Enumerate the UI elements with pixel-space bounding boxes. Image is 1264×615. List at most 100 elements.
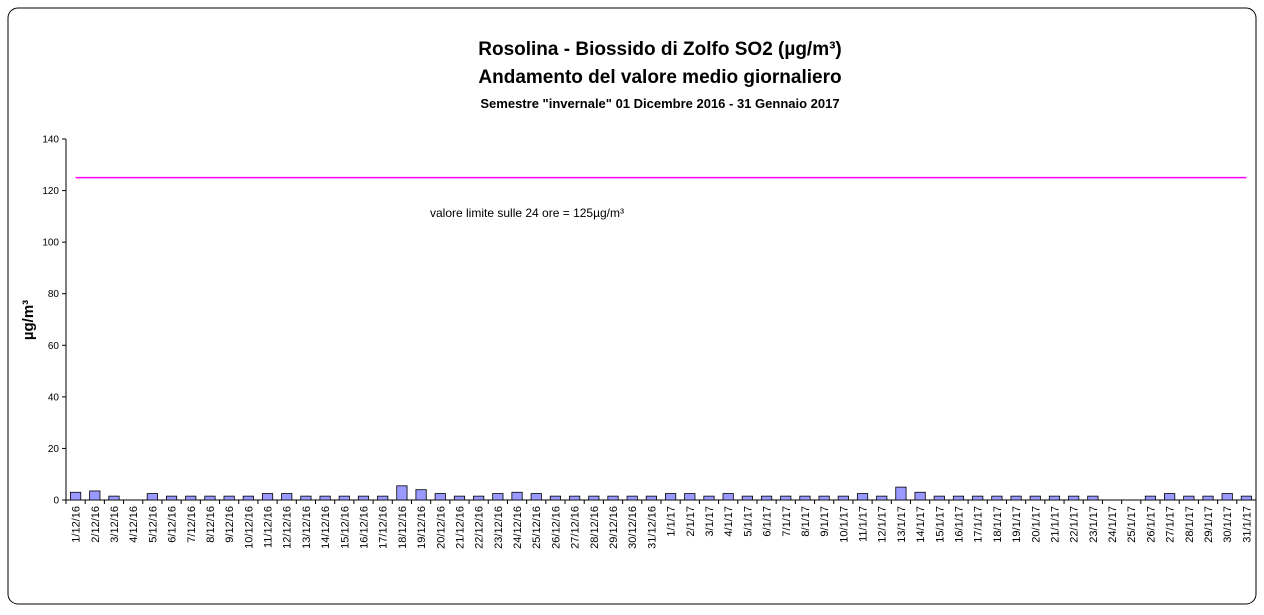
x-tick-label: 29/12/16 bbox=[608, 506, 620, 549]
bar bbox=[722, 493, 734, 501]
x-tick-label: 21/1/17 bbox=[1049, 506, 1061, 543]
x-tick-label: 17/1/17 bbox=[973, 506, 985, 543]
x-tick-label: 6/12/16 bbox=[167, 506, 179, 543]
bar bbox=[895, 486, 907, 501]
y-tick-label: 100 bbox=[42, 238, 59, 249]
x-tick-label: 18/12/16 bbox=[397, 506, 409, 549]
bar bbox=[1029, 495, 1041, 501]
bar bbox=[511, 491, 523, 501]
bar bbox=[1048, 495, 1061, 501]
x-tick-label: 12/12/16 bbox=[282, 506, 294, 549]
x-tick-label: 20/1/17 bbox=[1030, 506, 1042, 543]
x-tick-label: 3/12/16 bbox=[109, 506, 121, 543]
x-tick-label: 19/12/16 bbox=[416, 506, 428, 549]
bar bbox=[1144, 495, 1157, 501]
bar bbox=[1068, 495, 1080, 501]
x-tick-label: 27/12/16 bbox=[570, 506, 582, 549]
chart-subtitle: Andamento del valore medio giornaliero bbox=[478, 67, 841, 88]
x-tick-label: 18/1/17 bbox=[992, 506, 1004, 543]
y-tick-label: 140 bbox=[42, 135, 59, 146]
x-tick-label: 28/1/17 bbox=[1184, 506, 1196, 543]
x-tick-label: 8/1/17 bbox=[800, 506, 812, 537]
x-tick-label: 7/1/17 bbox=[781, 506, 793, 537]
x-tick-label: 14/1/17 bbox=[915, 506, 927, 543]
bar bbox=[972, 495, 984, 501]
bar bbox=[89, 490, 101, 501]
x-tick-label: 6/1/17 bbox=[762, 506, 774, 537]
bar bbox=[70, 491, 82, 501]
x-tick-label: 13/1/17 bbox=[896, 506, 908, 543]
x-tick-label: 10/1/17 bbox=[838, 506, 850, 543]
bar bbox=[319, 495, 331, 501]
bar bbox=[569, 495, 581, 501]
x-tick-label: 26/1/17 bbox=[1145, 506, 1157, 543]
bar bbox=[1164, 493, 1176, 501]
bar bbox=[837, 495, 849, 501]
y-tick-label: 80 bbox=[48, 289, 60, 300]
x-tick-label: 31/1/17 bbox=[1241, 506, 1253, 543]
bar bbox=[223, 495, 235, 501]
bar bbox=[1183, 495, 1195, 501]
bar bbox=[492, 493, 504, 501]
x-tick-label: 25/12/16 bbox=[531, 506, 543, 549]
x-tick-label: 1/1/17 bbox=[666, 506, 678, 537]
x-tick-label: 21/12/16 bbox=[454, 506, 466, 549]
x-tick-label: 27/1/17 bbox=[1165, 506, 1177, 543]
chart-frame bbox=[7, 7, 1257, 605]
x-tick-label: 9/1/17 bbox=[819, 506, 831, 537]
bar bbox=[818, 495, 830, 501]
bar bbox=[242, 495, 254, 501]
x-tick-label: 23/1/17 bbox=[1088, 506, 1100, 543]
bar bbox=[1221, 493, 1233, 501]
bar bbox=[741, 495, 753, 501]
bar bbox=[281, 493, 293, 501]
bar bbox=[1240, 495, 1252, 501]
bar bbox=[185, 495, 197, 501]
bar bbox=[626, 495, 638, 501]
x-tick-label: 13/12/16 bbox=[301, 506, 313, 549]
x-tick-label: 22/1/17 bbox=[1069, 506, 1081, 543]
x-tick-label: 2/1/17 bbox=[685, 506, 697, 537]
x-tick-label: 30/1/17 bbox=[1222, 506, 1234, 543]
bar bbox=[1087, 495, 1099, 501]
x-tick-label: 15/1/17 bbox=[934, 506, 946, 543]
bar bbox=[991, 495, 1003, 501]
y-tick-label: 20 bbox=[48, 444, 60, 455]
x-tick-label: 10/12/16 bbox=[243, 506, 255, 549]
x-tick-label: 4/1/17 bbox=[723, 506, 735, 537]
chart-title: Rosolina - Biossido di Zolfo SO2 (µg/m³) bbox=[478, 39, 842, 60]
bar bbox=[415, 489, 427, 501]
chart-subtitle: Semestre "invernale" 01 Dicembre 2016 - … bbox=[480, 96, 839, 111]
bar bbox=[396, 485, 408, 501]
bar bbox=[204, 495, 216, 501]
bar bbox=[473, 495, 485, 501]
bar bbox=[530, 493, 542, 501]
x-tick-label: 24/12/16 bbox=[512, 506, 524, 549]
x-tick-label: 17/12/16 bbox=[378, 506, 390, 549]
bar bbox=[645, 495, 657, 501]
x-tick-label: 19/1/17 bbox=[1011, 506, 1023, 543]
x-tick-label: 26/12/16 bbox=[550, 506, 562, 549]
x-tick-label: 16/12/16 bbox=[359, 506, 371, 549]
x-tick-label: 5/1/17 bbox=[742, 506, 754, 537]
bar bbox=[165, 495, 178, 501]
bar bbox=[607, 495, 619, 501]
x-tick-label: 4/12/16 bbox=[128, 506, 140, 543]
x-tick-label: 28/12/16 bbox=[589, 506, 601, 549]
x-tick-label: 9/12/16 bbox=[224, 506, 236, 543]
x-tick-label: 12/1/17 bbox=[877, 506, 889, 543]
bar bbox=[856, 493, 869, 501]
bar bbox=[357, 495, 370, 501]
bar bbox=[453, 495, 466, 501]
x-tick-label: 29/1/17 bbox=[1203, 506, 1215, 543]
y-axis-label: µg/m³ bbox=[20, 300, 37, 340]
bar bbox=[876, 495, 888, 501]
x-tick-label: 11/1/17 bbox=[858, 506, 870, 542]
y-tick-label: 60 bbox=[48, 341, 60, 352]
y-tick-label: 120 bbox=[42, 186, 59, 197]
x-tick-label: 1/12/16 bbox=[71, 506, 83, 543]
bar bbox=[549, 495, 562, 501]
x-tick-label: 2/12/16 bbox=[90, 506, 102, 543]
x-tick-label: 25/1/17 bbox=[1126, 506, 1138, 543]
